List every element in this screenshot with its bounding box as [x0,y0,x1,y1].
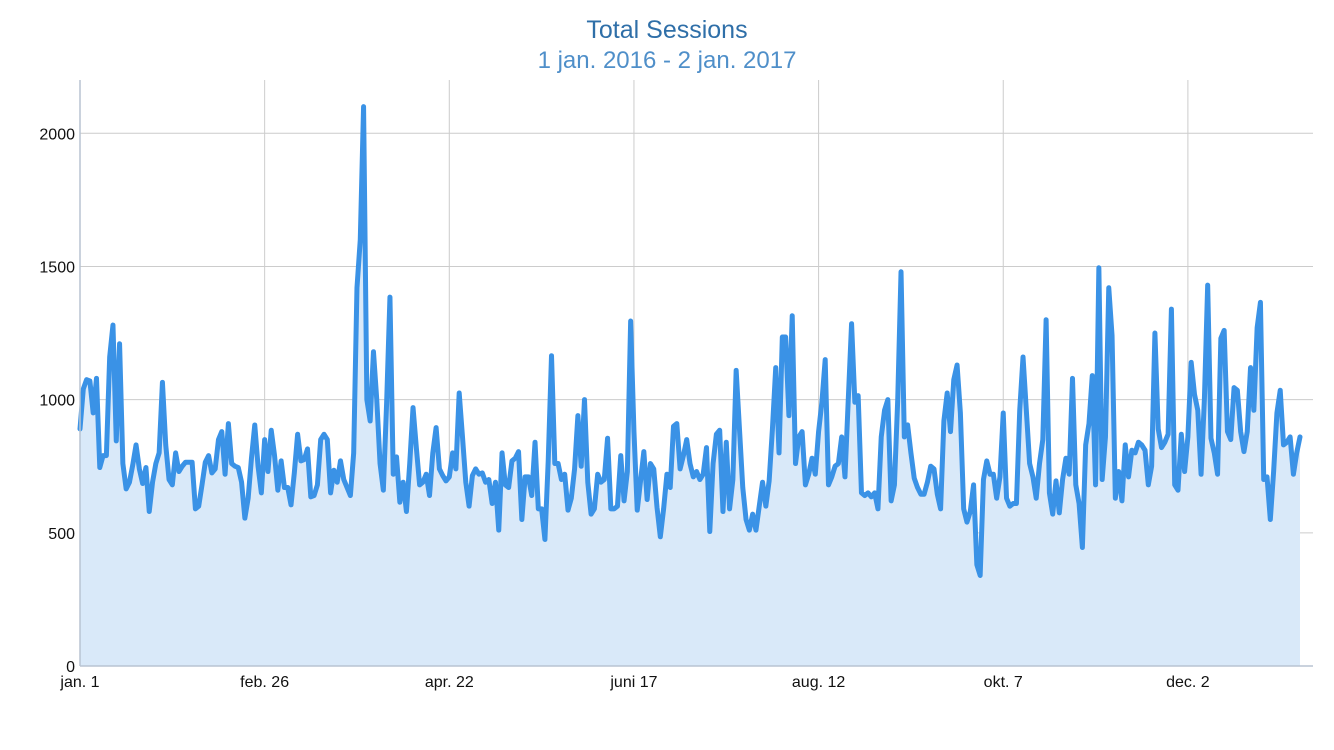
chart-subtitle: 1 jan. 2016 - 2 jan. 2017 [537,47,797,74]
y-tick-label: 0 [66,659,75,676]
y-tick-label: 2000 [39,126,75,143]
area-fill [80,106,1300,666]
x-tick-label: okt. 7 [984,674,1023,691]
y-tick-label: 1500 [39,259,75,276]
series-line [77,104,1303,578]
x-tick-label: dec. 2 [1166,674,1210,691]
x-tick-label: feb. 26 [240,674,289,691]
y-tick-label: 1000 [39,393,75,410]
x-tick-label: aug. 12 [792,674,845,691]
x-tick-label: juni 17 [609,674,657,691]
x-tick-label: apr. 22 [425,674,474,691]
chart-title: Total Sessions [586,16,748,44]
y-tick-label: 500 [48,526,75,543]
x-tick-label: jan. 1 [59,674,99,691]
